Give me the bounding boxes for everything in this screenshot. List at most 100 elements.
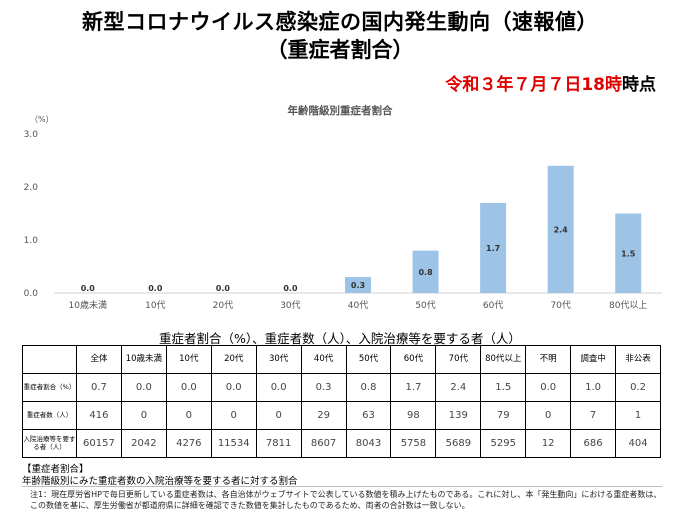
table-cell: 63: [345, 401, 392, 430]
column-header: 20代: [210, 345, 257, 374]
table-cell: 416: [76, 401, 122, 430]
column-header: 60代: [390, 345, 437, 374]
row-header: 重症者割合（%）: [22, 373, 77, 402]
table-cell: 0: [525, 401, 572, 430]
column-header: 10歳未満: [120, 345, 167, 374]
note-definition: 年齢階級別にみた重症者数の入院治療等を要する者に対する割合: [22, 476, 298, 487]
table-cell: 4276: [165, 429, 212, 458]
bar: [412, 250, 439, 293]
bar: [480, 202, 507, 293]
table-cell: 404: [615, 429, 661, 458]
table-cell: 1.5: [480, 373, 527, 402]
data-label: 0.0: [283, 284, 298, 293]
footnote: 注1：現在厚労省HPで毎日更新している重症者数は、各自治体がウェブサイトで公表し…: [30, 490, 662, 510]
table-cell: 1: [615, 401, 661, 430]
data-label: 0.0: [148, 284, 163, 293]
table-cell: 12: [525, 429, 572, 458]
table-cell: 0.0: [120, 373, 167, 402]
data-label: 0.0: [81, 284, 96, 293]
x-tick-label: 40代: [348, 300, 368, 311]
column-header: 10代: [165, 345, 212, 374]
data-table: 全体 10歳未満 10代 20代 30代 40代 50代 60代 70代 80代以上 不明 調査中 非公…: [22, 345, 661, 458]
table-cell: 0: [120, 401, 167, 430]
bar: [615, 213, 642, 293]
table-cell: 0.0: [525, 373, 572, 402]
table-cell: 686: [570, 429, 617, 458]
as-of-date: 令和３年７月７日18時時点: [445, 70, 656, 95]
table-cell: 29: [300, 401, 347, 430]
table-corner-cell: [22, 345, 77, 374]
table-cell: 0.0: [210, 373, 257, 402]
bar-chart: （%） 0.0 1.0 2.0 3.0 0.0 10歳未満 0.0 10代 0.0 20代 0.0 30…: [24, 115, 662, 311]
x-tick-label: 60代: [483, 300, 503, 311]
x-tick-label: 10歳未満: [69, 299, 107, 311]
table-cell: 0.8: [345, 373, 392, 402]
divider: [22, 486, 662, 487]
table-cell: 0: [165, 401, 212, 430]
column-header: 全体: [76, 345, 122, 374]
column-header: 80代以上: [480, 345, 527, 374]
table-cell: 0.7: [76, 373, 122, 402]
table-cell: 7: [570, 401, 617, 430]
table-cell: 0: [255, 401, 302, 430]
row-header: 入院治療等を要する者（人）: [22, 429, 77, 458]
table-cell: 60157: [76, 429, 122, 458]
column-header: 非公表: [615, 345, 661, 374]
table-cell: 2.4: [435, 373, 482, 402]
table-cell: 0.0: [255, 373, 302, 402]
table-title: 重症者割合（%）、重症者数（人）、入院治療等を要する者（人）: [159, 331, 521, 346]
as-of-suffix: 時点: [622, 75, 656, 95]
data-label: 2.4: [554, 225, 569, 234]
x-tick-label: 80代以上: [609, 300, 647, 311]
row-header: 重症者数（人）: [22, 401, 77, 430]
table-header-row: 全体 10歳未満 10代 20代 30代 40代 50代 60代 70代 80代以上 不明 調査中 非公…: [22, 345, 661, 374]
page-subtitle: （重症者割合）: [266, 38, 414, 62]
chart-title: 年齢階級別重症者割合: [287, 105, 393, 117]
table-cell: 0: [210, 401, 257, 430]
data-label: 1.7: [486, 244, 500, 253]
column-header: 70代: [435, 345, 482, 374]
table-row: 重症者数（人） 416 0 0 0 0 29 63 98 139 79 0 7 1: [22, 401, 661, 430]
column-header: 30代: [255, 345, 302, 374]
table-cell: 8607: [300, 429, 347, 458]
table-cell: 8043: [345, 429, 392, 458]
x-tick-label: 50代: [415, 300, 435, 311]
bar: [547, 165, 574, 293]
data-label: 0.0: [216, 284, 231, 293]
table-cell: 139: [435, 401, 482, 430]
table-cell: 11534: [210, 429, 257, 458]
x-tick-label: 70代: [550, 300, 570, 311]
table-cell: 98: [390, 401, 437, 430]
bar: [345, 277, 371, 293]
table-cell: 5689: [435, 429, 482, 458]
as-of-date-value: 令和３年７月７日18時: [445, 75, 622, 95]
x-tick-label: 20代: [213, 300, 233, 311]
table-cell: 1.0: [570, 373, 617, 402]
data-label: 0.3: [351, 281, 365, 290]
y-axis-unit-label: （%）: [30, 115, 54, 124]
table-cell: 7811: [255, 429, 302, 458]
table-cell: 2042: [120, 429, 167, 458]
y-tick-label: 0.0: [24, 289, 39, 299]
column-header: 不明: [525, 345, 572, 374]
y-tick-label: 2.0: [24, 183, 39, 193]
table-cell: 5295: [480, 429, 527, 458]
page-title: 新型コロナウイルス感染症の国内発生動向（速報値）: [82, 10, 598, 34]
y-tick-label: 1.0: [24, 236, 39, 246]
column-header: 調査中: [570, 345, 617, 374]
column-header: 50代: [345, 345, 392, 374]
data-label: 1.5: [621, 249, 636, 258]
data-label: 0.8: [418, 268, 433, 277]
y-tick-label: 3.0: [24, 130, 39, 140]
table-row: 入院治療等を要する者（人） 60157 2042 4276 11534 7811 8607 8…: [22, 429, 661, 458]
x-tick-label: 10代: [145, 300, 165, 311]
table-cell: 79: [480, 401, 527, 430]
x-tick-label: 30代: [280, 300, 300, 311]
table-cell: 1.7: [390, 373, 437, 402]
table-row: 重症者割合（%） 0.7 0.0 0.0 0.0 0.0 0.3 0.8 1.7 2.4 1.5 0.…: [22, 373, 661, 402]
table-cell: 0.3: [300, 373, 347, 402]
table-cell: 0.2: [615, 373, 661, 402]
table-cell: 0.0: [165, 373, 212, 402]
note-heading: 【重症者割合】: [22, 464, 89, 475]
table-cell: 5758: [390, 429, 437, 458]
